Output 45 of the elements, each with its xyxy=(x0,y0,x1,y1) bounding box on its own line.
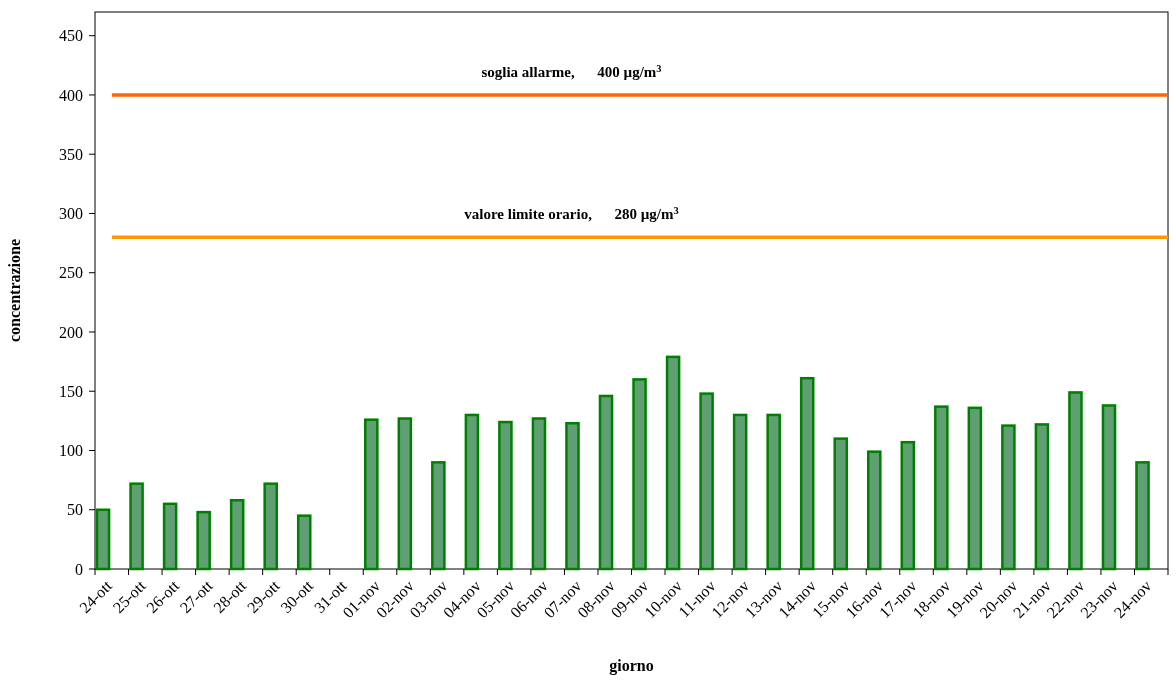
bar xyxy=(498,420,513,571)
y-tick-label: 200 xyxy=(59,323,83,341)
bar xyxy=(900,440,916,571)
bar xyxy=(1034,423,1050,571)
bar xyxy=(1101,404,1117,571)
bar xyxy=(833,437,849,571)
bar xyxy=(934,405,949,571)
bar xyxy=(732,413,748,571)
bar xyxy=(598,394,614,571)
bar xyxy=(431,461,446,571)
x-axis-title: giorno xyxy=(609,657,654,675)
bar xyxy=(397,417,413,571)
bar xyxy=(129,482,144,571)
bar xyxy=(162,502,178,571)
bar xyxy=(364,418,379,571)
bar xyxy=(866,450,882,571)
bar xyxy=(263,482,278,571)
bar xyxy=(799,376,815,571)
ref-line-label: soglia allarme, 400 µg/m$^{3}$ xyxy=(481,62,662,80)
y-tick-label: 0 xyxy=(75,560,83,578)
bar xyxy=(296,514,312,571)
bar xyxy=(1135,461,1150,571)
bar xyxy=(632,378,647,571)
y-tick-label: 50 xyxy=(67,501,83,519)
bar xyxy=(766,413,781,571)
y-tick-label: 350 xyxy=(59,145,83,163)
y-tick-label: 450 xyxy=(59,27,83,45)
y-tick-label: 400 xyxy=(59,86,83,104)
bar xyxy=(665,355,681,571)
bar xyxy=(229,499,245,571)
y-axis-title: concentrazione xyxy=(6,238,23,343)
bar xyxy=(464,413,480,571)
bar xyxy=(967,406,983,571)
ref-line-label: valore limite orario, 280 µg/m$^{3}$ xyxy=(464,204,679,223)
y-tick-label: 250 xyxy=(59,264,83,282)
y-tick-label: 100 xyxy=(59,442,83,460)
bar xyxy=(1001,424,1016,571)
bar xyxy=(531,417,547,571)
y-tick-label: 150 xyxy=(59,382,83,400)
bar xyxy=(565,421,580,571)
y-tick-label: 300 xyxy=(59,205,83,223)
bar xyxy=(1068,391,1083,571)
bar xyxy=(196,510,211,571)
bar xyxy=(95,508,111,571)
bar xyxy=(699,392,714,571)
